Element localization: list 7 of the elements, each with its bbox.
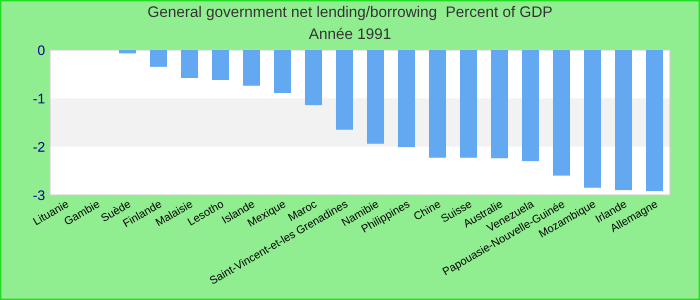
x-tick-label: Chine — [412, 199, 442, 220]
y-tick-label: 0 — [38, 45, 45, 56]
y-tick-label: -1 — [33, 94, 44, 104]
y-tick-label: -2 — [33, 142, 44, 152]
chart-subtitle: Année 1991 — [308, 28, 390, 40]
y-tick-label: -3 — [33, 190, 45, 200]
chart-title: General government net lending/borrowing Percent of GDP — [148, 6, 552, 20]
